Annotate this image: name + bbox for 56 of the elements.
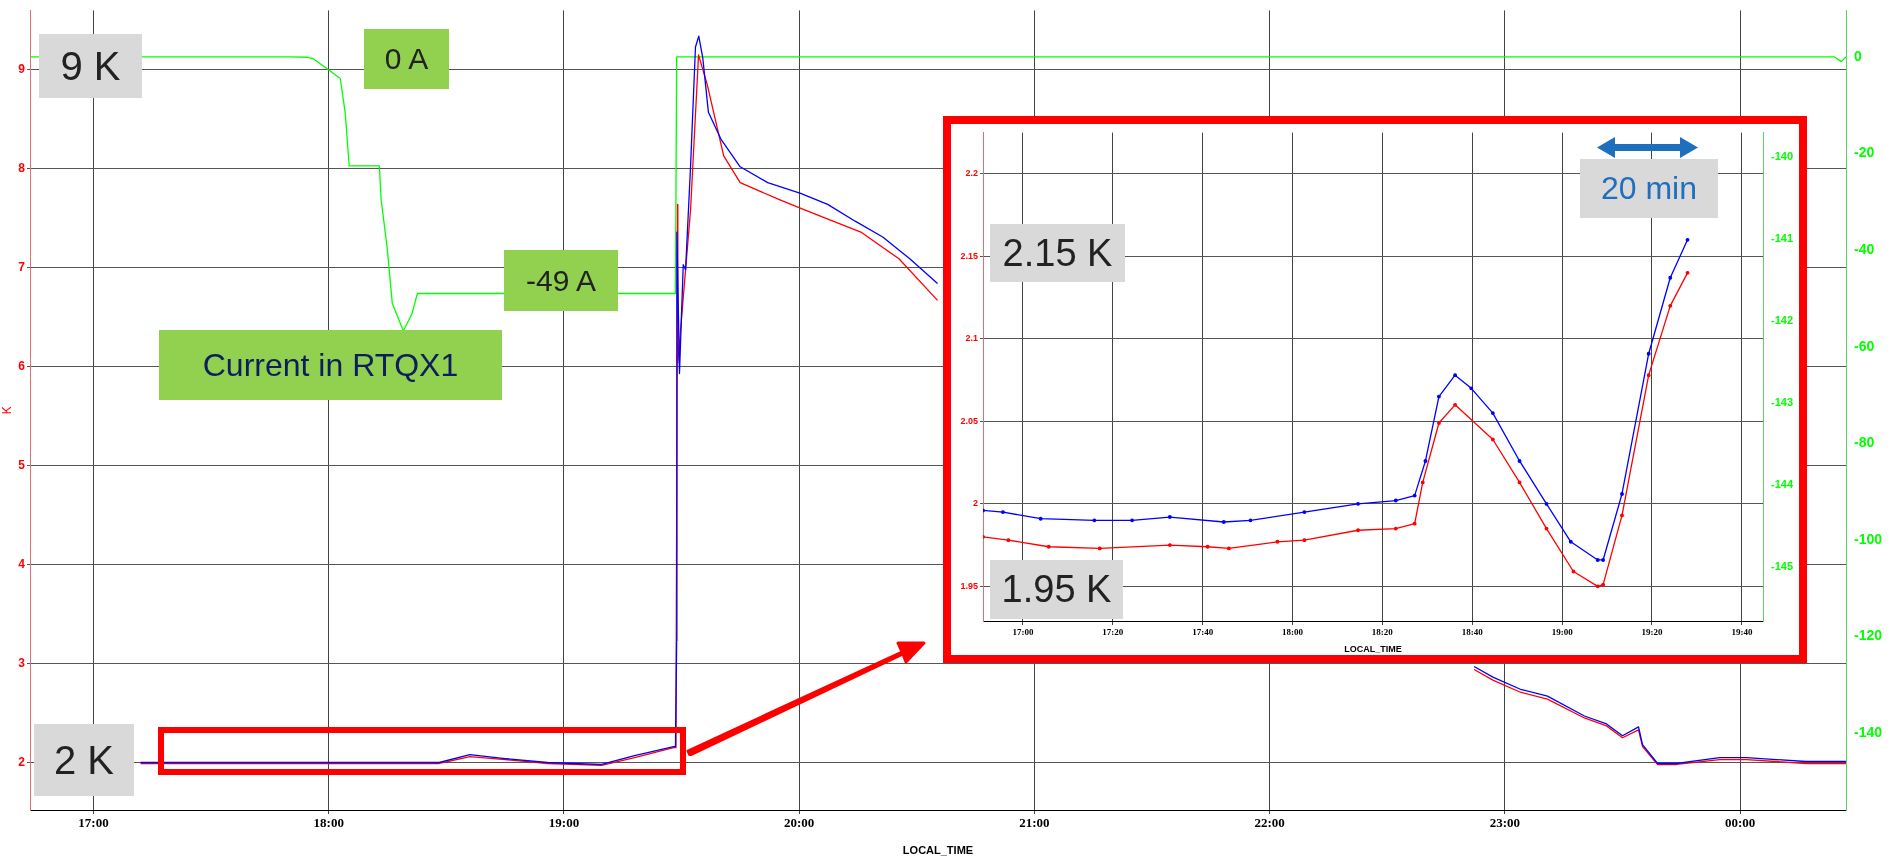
x-tick-label: 18:00: [313, 815, 344, 831]
x-tick-label: 22:00: [1254, 815, 1285, 831]
y2-tick-label: 0: [1854, 47, 1862, 64]
x-tick-label: 00:00: [1724, 815, 1756, 831]
y-tick-label: 2.2: [965, 168, 978, 179]
y2-tick-label: -120: [1854, 627, 1883, 644]
annotation: Current in RTQX1: [159, 330, 502, 400]
x-tick-label: 19:00: [1551, 626, 1574, 637]
x-tick-label: 19:00: [548, 815, 580, 831]
y-tick-label: 2.05: [960, 415, 978, 426]
y2-tick-label: -60: [1854, 337, 1875, 354]
annotation: 2.15 K: [990, 224, 1125, 282]
x-tick-label: 19:20: [1641, 626, 1663, 637]
x-tick-label: 19:40: [1731, 626, 1753, 637]
annotation: 2 K: [34, 724, 134, 796]
y2-tick-label: -145: [1771, 559, 1794, 572]
y2-tick-label: -140: [1854, 724, 1883, 741]
x-tick-label: 17:20: [1102, 626, 1124, 637]
x-tick-label: 18:00: [1282, 626, 1304, 637]
y2-tick-label: -141: [1771, 232, 1794, 245]
y2-tick-label: -100: [1854, 530, 1883, 547]
y2-tick-label: -40: [1854, 240, 1875, 257]
y-tick-label: 2: [18, 754, 26, 769]
x-tick-label: 17:00: [1012, 626, 1034, 637]
annotation: 0 A: [364, 29, 449, 89]
y-tick-label: 5: [18, 457, 26, 472]
x-axis-title: LOCAL_TIME: [1344, 644, 1402, 655]
y2-tick-label: -20: [1854, 144, 1875, 161]
x-tick-label: 23:00: [1489, 815, 1521, 831]
y-tick-label: 2.1: [965, 333, 978, 344]
x-tick-label: 17:00: [78, 815, 109, 831]
annotation: 1.95 K: [990, 560, 1123, 619]
x-tick-label: 21:00: [1019, 815, 1050, 831]
annotation: -49 A: [504, 250, 618, 311]
y-axis-title: K: [0, 406, 14, 415]
y-tick-label: 2: [972, 498, 978, 509]
y-tick-label: 7: [18, 260, 26, 275]
y-tick-label: 8: [18, 161, 26, 176]
x-tick-label: 18:20: [1371, 626, 1394, 637]
annotation: 20 min: [1580, 159, 1718, 218]
y2-tick-label: -80: [1854, 434, 1875, 451]
x-tick-label: 18:40: [1461, 626, 1484, 637]
y2-tick-label: -142: [1771, 314, 1794, 327]
y-tick-label: 9: [18, 62, 26, 77]
y-tick-label: 3: [18, 655, 26, 670]
x-tick-label: 20:00: [784, 815, 815, 831]
y2-tick-label: -140: [1771, 150, 1794, 163]
y-tick-label: 6: [18, 358, 26, 373]
x-axis-title: LOCAL_TIME: [902, 844, 974, 857]
y2-tick-label: -144: [1771, 478, 1794, 490]
x-tick-label: 17:40: [1192, 626, 1214, 637]
y-tick-label: 4: [18, 556, 26, 571]
annotation: 9 K: [39, 34, 142, 98]
y-tick-label: 1.95: [960, 580, 978, 591]
y-tick-label: 2.15: [960, 250, 978, 261]
y2-tick-label: -143: [1771, 396, 1794, 409]
